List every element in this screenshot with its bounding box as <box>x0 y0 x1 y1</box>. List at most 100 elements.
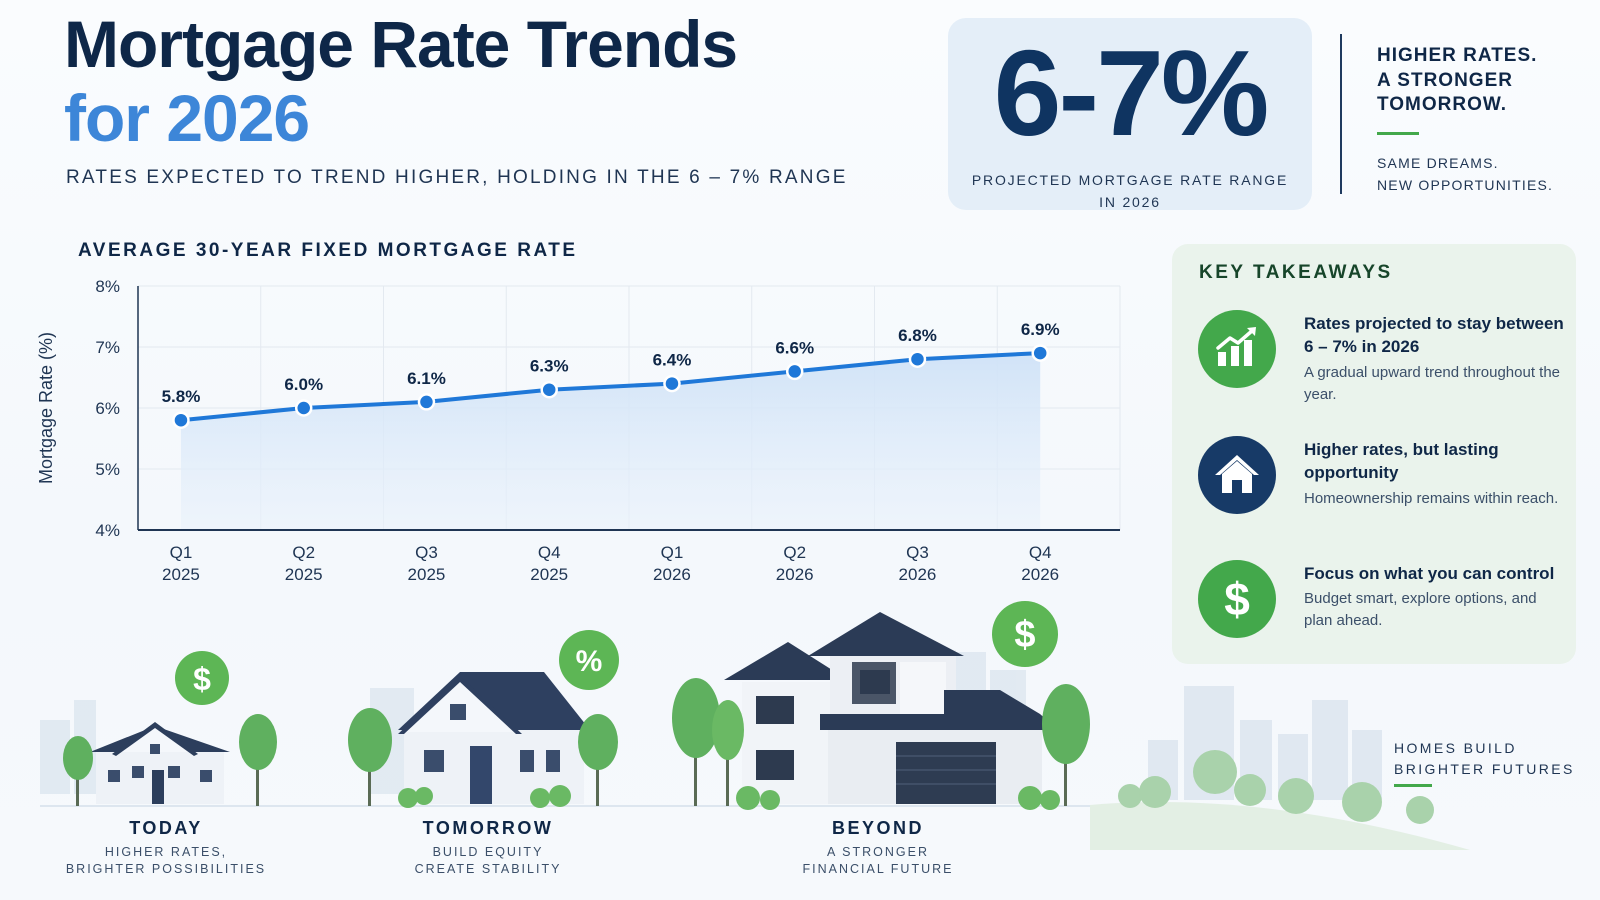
footer-tagline-line: HOMES BUILD <box>1394 740 1517 756</box>
x-tick-label-quarter: Q3 <box>415 543 438 562</box>
takeaway-item: Rates projected to stay between 6 – 7% i… <box>1198 310 1568 410</box>
x-tick-label-quarter: Q2 <box>783 543 806 562</box>
stage-subtitle-today: HIGHER RATES, BRIGHTER POSSIBILITIES <box>36 844 296 878</box>
stage-title-tomorrow: TOMORROW <box>422 818 554 838</box>
rate-range-card: 6-7% PROJECTED MORTGAGE RATE RANGE IN 20… <box>948 18 1312 210</box>
stage-subtitle-line: BUILD EQUITY <box>432 845 544 859</box>
slogan-sub: SAME DREAMS. NEW OPPORTUNITIES. <box>1377 152 1553 197</box>
y-tick-label: 4% <box>95 521 120 540</box>
bar-chart-growth-icon <box>1198 310 1276 388</box>
takeaway-item: $ Focus on what you can control Budget s… <box>1198 560 1568 660</box>
slogan-main-line: A STRONGER <box>1377 69 1513 91</box>
key-takeaways-panel: KEY TAKEAWAYS Rates projected to stay be… <box>1172 244 1576 664</box>
x-tick-label-year: 2026 <box>1021 565 1059 584</box>
data-label: 5.8% <box>162 387 201 406</box>
data-point <box>663 374 681 393</box>
stage-subtitle-line: FINANCIAL FUTURE <box>802 861 954 876</box>
today-badge-text: $ <box>193 661 211 697</box>
stage-subtitle-line: CREATE STABILITY <box>414 861 562 876</box>
x-tick-label-year: 2026 <box>776 565 814 584</box>
stage-subtitle-beyond: A STRONGER FINANCIAL FUTURE <box>748 844 1008 878</box>
takeaway-item: Higher rates, but lasting opportunity Ho… <box>1198 436 1568 536</box>
x-tick-label-quarter: Q1 <box>661 543 684 562</box>
bushes <box>736 786 1060 810</box>
tree <box>348 708 618 806</box>
takeaway-description: Budget smart, explore options, and plan … <box>1304 590 1537 629</box>
city-skyline-right <box>1148 686 1382 800</box>
stage-subtitle-line: BRIGHTER POSSIBILITIES <box>65 861 267 876</box>
house-today <box>90 722 230 804</box>
data-label: 6.3% <box>530 357 569 376</box>
data-point <box>294 399 313 417</box>
data-point <box>417 393 436 411</box>
rate-range-value: 6-7% <box>993 25 1270 161</box>
green-hill <box>1090 802 1470 850</box>
series-area-fill <box>180 353 1041 530</box>
slogan-sub-line: SAME DREAMS. <box>1377 155 1499 171</box>
homes-illustration: $ % <box>40 601 1470 850</box>
takeaway-heading: Focus on what you can control <box>1304 564 1555 583</box>
page-title-line2: for 2026 <box>64 81 310 155</box>
data-label: 6.6% <box>775 338 814 357</box>
house-tomorrow <box>398 672 590 804</box>
takeaway-description: Homeownership remains within reach. <box>1304 490 1559 507</box>
data-point <box>172 411 190 429</box>
x-tick-label-year: 2026 <box>653 565 691 584</box>
y-tick-label: 8% <box>95 277 120 296</box>
footer-accent-bar <box>1394 784 1432 787</box>
data-point <box>540 380 558 399</box>
footer-tagline: HOMES BUILD BRIGHTER FUTURES <box>1394 738 1575 780</box>
stage-subtitle-line: HIGHER RATES, <box>104 845 228 859</box>
data-point <box>908 350 927 368</box>
slogan-main: HIGHER RATES. A STRONGER TOMORROW. <box>1377 44 1537 118</box>
tree <box>672 678 1090 806</box>
tomorrow-badge-text: % <box>576 645 603 678</box>
y-tick-label: 6% <box>95 399 120 418</box>
today-dollar-badge: $ <box>175 651 229 705</box>
tree <box>63 714 277 806</box>
y-tick-label: 5% <box>95 460 120 479</box>
slogan-main-line: HIGHER RATES. <box>1377 45 1538 66</box>
header-divider <box>1340 34 1342 194</box>
series-line <box>178 351 1043 423</box>
data-label: 6.4% <box>653 351 692 370</box>
data-label: 6.8% <box>898 326 937 345</box>
svg-text:$: $ <box>1224 573 1250 625</box>
x-tick-label-quarter: Q2 <box>292 543 315 562</box>
bushes <box>398 785 571 808</box>
data-label: 6.1% <box>407 369 446 388</box>
stage-title-beyond: BEYOND <box>831 818 924 838</box>
data-point <box>785 362 804 381</box>
data-label: 6.9% <box>1021 320 1060 339</box>
takeaway-heading: Higher rates, but lasting opportunity <box>1304 440 1499 483</box>
x-tick-label-year: 2025 <box>285 565 323 584</box>
data-point <box>1031 344 1049 362</box>
x-tick-label-quarter: Q1 <box>170 543 193 562</box>
x-tick-label-quarter: Q4 <box>538 543 561 562</box>
data-label: 6.0% <box>284 375 323 394</box>
bushes-right <box>1118 750 1434 824</box>
page-subtitle: RATES EXPECTED TO TREND HIGHER, HOLDING … <box>66 167 848 188</box>
beyond-badge-text: $ <box>1014 614 1035 656</box>
y-axis-label: Mortgage Rate (%) <box>36 332 56 484</box>
stage-title-today: TODAY <box>129 818 203 838</box>
slogan-accent-bar <box>1377 132 1419 135</box>
x-tick-label-quarter: Q3 <box>906 543 929 562</box>
key-takeaways-title: KEY TAKEAWAYS <box>1199 262 1393 283</box>
x-tick-label-year: 2025 <box>530 565 568 584</box>
takeaway-description: A gradual upward trend throughout the ye… <box>1304 364 1561 403</box>
chart-title: AVERAGE 30-YEAR FIXED MORTGAGE RATE <box>78 240 578 261</box>
x-tick-label-quarter: Q4 <box>1029 543 1052 562</box>
page-title-line1: Mortgage Rate Trends <box>64 7 738 81</box>
y-tick-label: 7% <box>95 338 120 357</box>
takeaway-heading: Rates projected to stay between 6 – 7% i… <box>1304 314 1564 357</box>
slogan-main-line: TOMORROW. <box>1377 94 1508 116</box>
rate-range-caption: PROJECTED MORTGAGE RATE RANGE IN 2026 <box>971 172 1289 210</box>
beyond-dollar-badge: $ <box>992 601 1058 667</box>
x-tick-label-year: 2025 <box>162 565 200 584</box>
dollar-icon: $ <box>1198 560 1276 638</box>
x-tick-label-year: 2025 <box>408 565 446 584</box>
house-icon <box>1198 436 1276 514</box>
tomorrow-percent-badge: % <box>559 630 619 690</box>
stage-subtitle-tomorrow: BUILD EQUITY CREATE STABILITY <box>358 844 618 878</box>
